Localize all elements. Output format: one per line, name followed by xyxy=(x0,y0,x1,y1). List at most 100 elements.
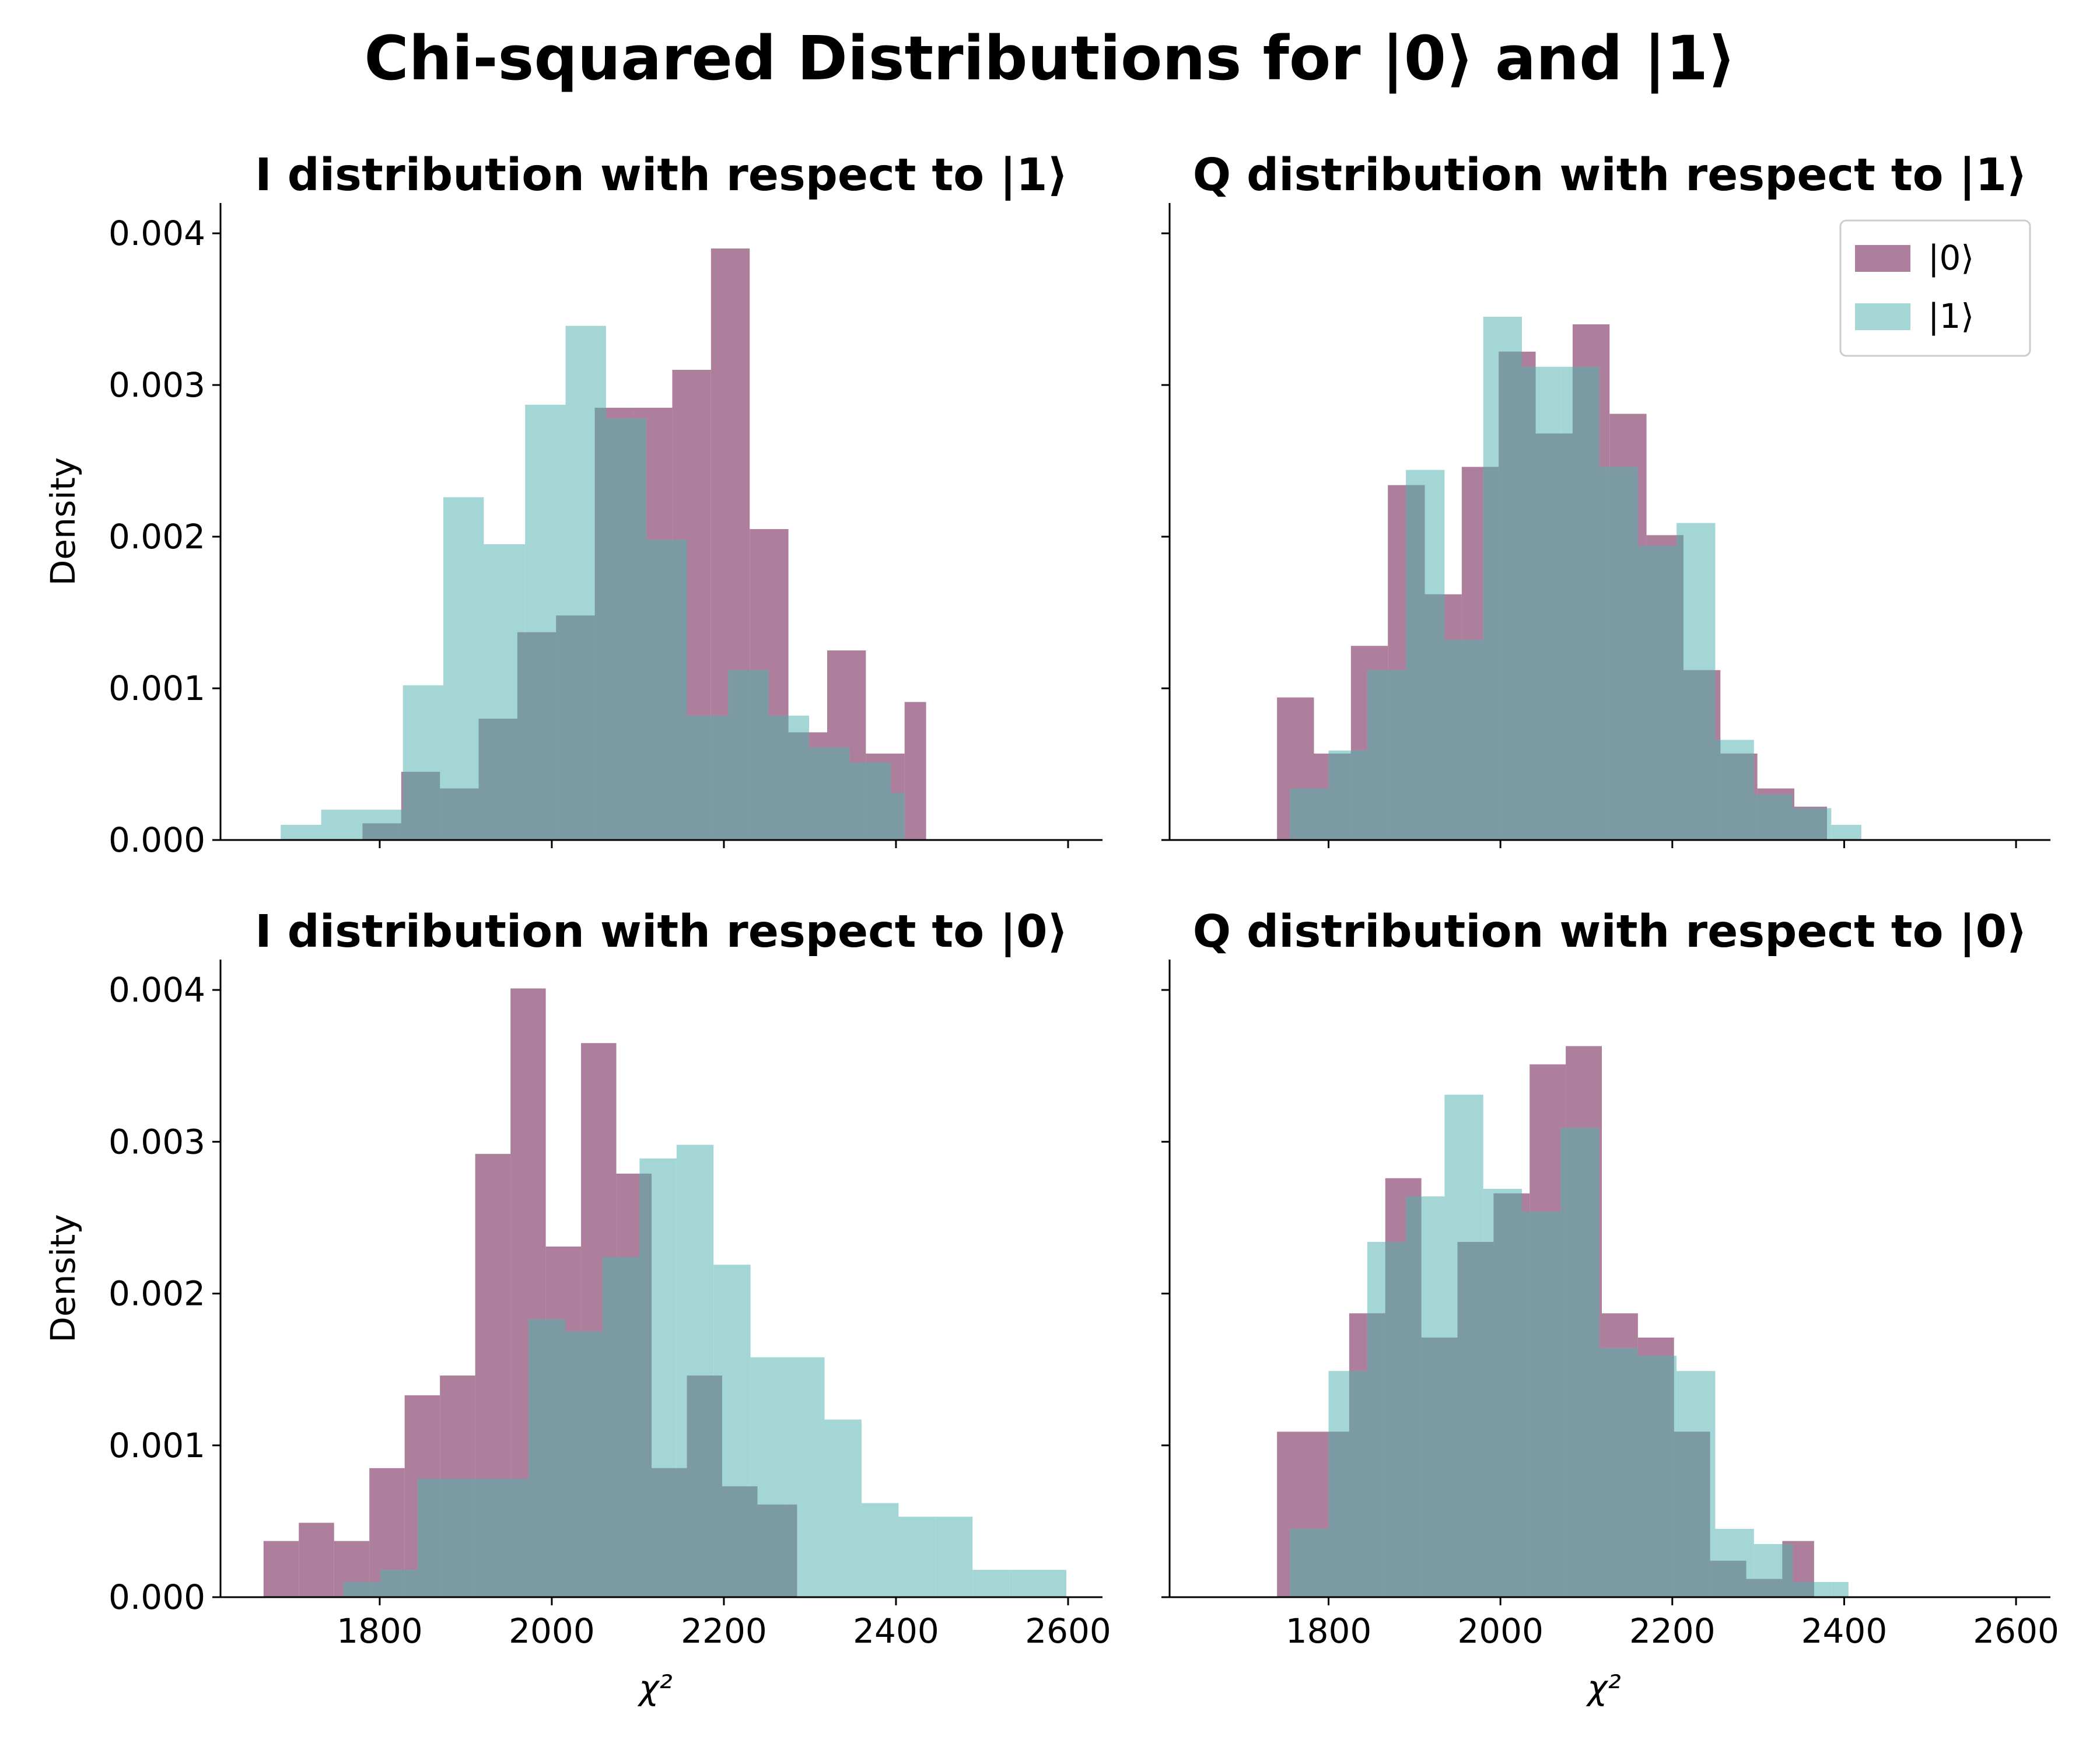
y-tick-label: 0.000 xyxy=(108,1577,205,1617)
histogram-bar xyxy=(1831,1581,1849,1597)
histogram-bar xyxy=(281,825,321,840)
overlap-bar xyxy=(788,1504,797,1597)
overlap-bar xyxy=(1535,433,1561,840)
x-tick-label: 2400 xyxy=(853,1611,939,1651)
y-tick-label: 0.000 xyxy=(108,820,205,860)
panel-3: 0.000 0.001 0.002 0.003 0.004 1800 2000 2200 240… xyxy=(43,906,1111,1707)
overlap-bar xyxy=(639,1173,652,1597)
overlap-bar xyxy=(565,1331,582,1597)
overlap-bar xyxy=(369,1581,381,1597)
overlap-bar xyxy=(1367,670,1388,840)
overlap-bar xyxy=(1483,1242,1494,1597)
overlap-bar xyxy=(401,810,403,840)
overlap-bar xyxy=(517,632,526,840)
overlap-bar xyxy=(1530,1211,1561,1597)
overlap-bar xyxy=(1637,1356,1674,1597)
overlap-bar xyxy=(849,762,866,840)
overlap-bar xyxy=(1560,1128,1566,1597)
overlap-bar xyxy=(417,1479,440,1597)
overlap-bar xyxy=(687,715,711,840)
overlap-bar xyxy=(1522,1211,1530,1597)
overlap-bar xyxy=(1560,433,1573,840)
overlap-bar xyxy=(722,1486,751,1597)
overlap-bar xyxy=(1388,670,1406,840)
overlap-bar xyxy=(491,1479,511,1597)
legend-label: |1⟩ xyxy=(1928,296,1974,336)
y-tick-label: 0.002 xyxy=(108,1274,205,1314)
overlap-bar xyxy=(1757,794,1793,840)
overlap-region xyxy=(343,1173,797,1597)
panel-title: I distribution with respect to |0⟩ xyxy=(255,906,1068,958)
legend-swatch xyxy=(1855,303,1910,330)
overlap-bar xyxy=(1793,1581,1814,1597)
overlap-bar xyxy=(616,1257,640,1597)
overlap-bar xyxy=(1599,1348,1602,1597)
overlap-bar xyxy=(1676,535,1684,840)
panel-title: I distribution with respect to |1⟩ xyxy=(255,149,1068,201)
overlap-bar xyxy=(1609,467,1638,840)
overlap-bar xyxy=(750,1486,758,1597)
overlap-bar xyxy=(652,1468,677,1597)
overlap-bar xyxy=(750,670,769,840)
x-tick-label: 1800 xyxy=(1286,1611,1372,1651)
histogram-bar xyxy=(898,1517,936,1597)
overlap-bar xyxy=(440,788,444,840)
overlap-bar xyxy=(440,1479,455,1597)
x-tick-label: 2000 xyxy=(1457,1611,1544,1651)
overlap-bar xyxy=(510,1479,529,1597)
x-tick-label: 2200 xyxy=(1629,1611,1716,1651)
overlap-bar xyxy=(1461,639,1483,840)
histogram-bar xyxy=(263,1541,299,1597)
overlap-bar xyxy=(757,1504,788,1597)
panel-title: Q distribution with respect to |0⟩ xyxy=(1193,906,2027,958)
overlap-bar xyxy=(1349,1371,1367,1597)
y-axis-label: Density xyxy=(43,1214,83,1343)
x-tick-label: 2600 xyxy=(1973,1611,2059,1651)
overlap-bar xyxy=(343,1581,370,1597)
overlap-region xyxy=(362,408,905,840)
histogram-bar xyxy=(321,810,363,840)
x-tick-label: 2000 xyxy=(509,1611,595,1651)
overlap-bar xyxy=(672,540,687,840)
panel-title: Q distribution with respect to |1⟩ xyxy=(1193,149,2027,201)
overlap-bar xyxy=(676,1468,687,1597)
overlap-bar xyxy=(1499,351,1522,840)
overlap-bar xyxy=(1793,808,1794,840)
overlap-bar xyxy=(1444,1337,1458,1597)
overlap-bar xyxy=(1483,467,1499,840)
overlap-bar xyxy=(362,823,401,840)
overlap-bar xyxy=(1522,366,1536,840)
overlap-bar xyxy=(1493,1193,1522,1597)
overlap-bar xyxy=(404,1570,418,1597)
histogram-bar xyxy=(904,702,926,840)
overlap-bar xyxy=(713,1376,722,1597)
overlap-bar xyxy=(380,1570,405,1597)
overlap-bar xyxy=(808,747,827,840)
overlap-bar xyxy=(1328,1432,1349,1597)
overlap-bar xyxy=(1746,1578,1754,1597)
overlap-bar xyxy=(545,1319,566,1597)
overlap-bar xyxy=(768,715,789,840)
x-tick-label: 2600 xyxy=(1025,1611,1111,1651)
y-tick-label: 0.001 xyxy=(108,668,205,708)
overlap-bar xyxy=(1406,485,1425,840)
overlap-bar xyxy=(1710,1560,1716,1597)
y-tick-label: 0.004 xyxy=(108,214,205,253)
overlap-bar xyxy=(454,1479,475,1597)
legend-label: |0⟩ xyxy=(1928,238,1974,278)
histogram-bar xyxy=(972,1570,1010,1597)
overlap-bar xyxy=(1367,1313,1385,1597)
overlap-bar xyxy=(634,418,647,840)
figure-title: Chi-squared Distributions for |0⟩ and |1… xyxy=(364,23,1735,94)
overlap-bar xyxy=(788,732,809,840)
histogram-bar xyxy=(824,1419,862,1597)
overlap-bar xyxy=(866,762,891,840)
overlap-bar xyxy=(1683,670,1716,840)
overlap-bar xyxy=(1674,1432,1677,1597)
overlap-bar xyxy=(1646,545,1677,840)
histogram-bar xyxy=(1831,825,1861,840)
overlap-bar xyxy=(1406,1196,1422,1597)
overlap-bar xyxy=(1313,1528,1329,1597)
histogram-bar xyxy=(299,1522,334,1597)
overlap-bar xyxy=(1637,545,1647,840)
